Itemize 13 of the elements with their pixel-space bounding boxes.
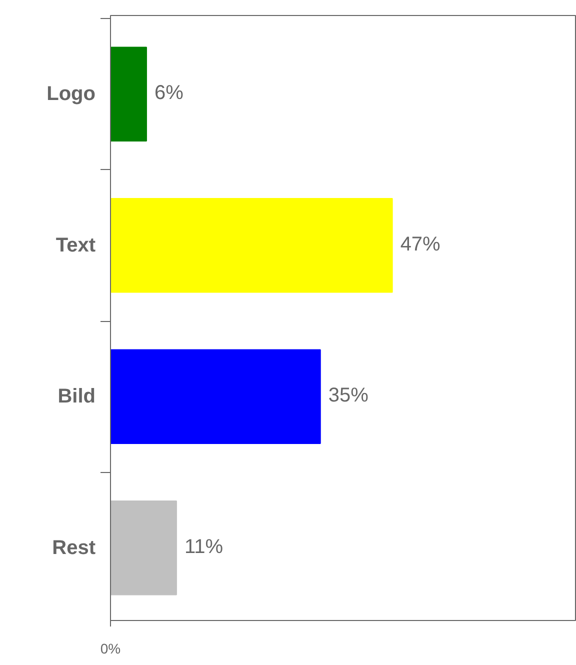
- data-label: 11%: [184, 536, 224, 558]
- y-tick-label: Logo: [46, 83, 96, 106]
- bar: [110, 198, 393, 293]
- y-tick-label: Bild: [58, 386, 96, 408]
- text: 0%: [100, 640, 121, 656]
- data-label: 47%: [400, 233, 441, 256]
- bar: [110, 46, 147, 142]
- data-label: 35%: [328, 384, 369, 407]
- bar: [110, 500, 177, 596]
- data-label: 6%: [154, 82, 184, 104]
- y-tick-label: Text: [56, 234, 96, 256]
- bar: [110, 349, 321, 444]
- y-tick-label: Rest: [52, 536, 96, 559]
